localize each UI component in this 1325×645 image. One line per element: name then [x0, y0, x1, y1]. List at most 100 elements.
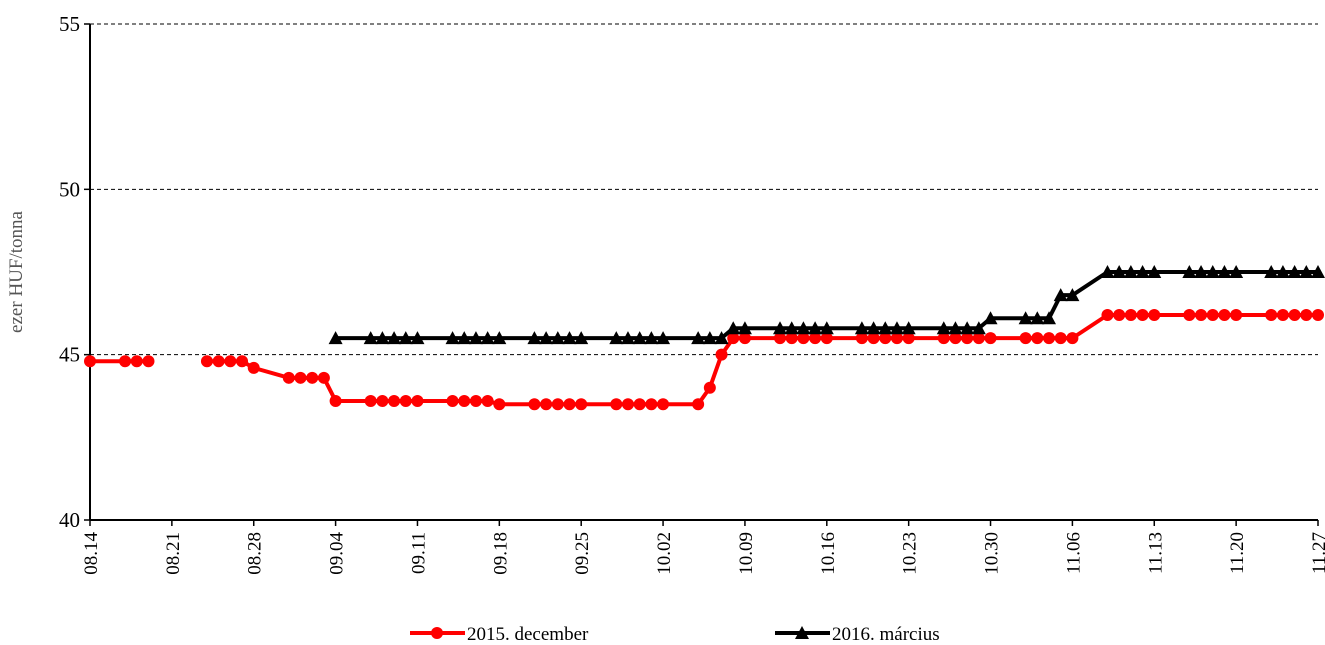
x-tick-label: 09.25: [572, 532, 593, 575]
data-point: [1230, 308, 1243, 321]
data-point: [983, 311, 998, 325]
x-tick-label: 10.23: [900, 532, 921, 575]
data-point: [889, 321, 904, 335]
data-point: [1311, 265, 1325, 278]
data-point: [1205, 265, 1220, 278]
data-point: [1287, 265, 1302, 278]
data-point: [457, 331, 472, 345]
data-point: [971, 321, 986, 335]
data-point: [948, 321, 963, 335]
x-tick-label: 08.28: [245, 532, 266, 575]
data-point: [692, 398, 705, 411]
data-point: [773, 321, 788, 335]
data-point: [375, 331, 390, 345]
data-point: [785, 332, 798, 345]
data-point: [1053, 288, 1068, 302]
data-point: [539, 331, 554, 345]
data-point: [702, 331, 717, 345]
data-point: [1018, 311, 1033, 325]
data-point: [1229, 265, 1244, 278]
data-point: [808, 321, 823, 335]
data-point: [376, 394, 389, 407]
data-point: [540, 398, 553, 411]
legend-label: 2015. december: [467, 624, 589, 645]
data-point: [563, 398, 576, 411]
data-point: [961, 332, 974, 345]
data-point: [737, 321, 752, 335]
data-point: [388, 394, 401, 407]
x-tick-label: 11.27: [1309, 532, 1325, 574]
legend-label: 2016. március: [832, 624, 940, 645]
data-point: [609, 331, 624, 345]
data-point: [431, 627, 443, 639]
data-point: [1124, 308, 1137, 321]
data-point: [902, 332, 915, 345]
data-point: [1275, 265, 1290, 278]
data-point: [1299, 265, 1314, 278]
x-tick-label: 10.02: [654, 532, 675, 575]
x-tick-label: 10.09: [736, 532, 757, 575]
x-tick-label: 08.21: [163, 532, 184, 575]
data-point: [1042, 311, 1057, 325]
data-point: [364, 394, 377, 407]
data-point: [1183, 308, 1196, 321]
data-point: [410, 331, 425, 345]
data-point: [691, 331, 706, 345]
data-point: [130, 355, 143, 368]
data-point: [1030, 311, 1045, 325]
data-point: [632, 331, 647, 345]
data-point: [738, 332, 751, 345]
data-point: [937, 332, 950, 345]
x-tick-label: 10.30: [982, 532, 1003, 575]
x-tick-label: 11.06: [1063, 532, 1084, 574]
data-point: [528, 398, 541, 411]
data-point: [1217, 265, 1232, 278]
data-point: [363, 331, 378, 345]
data-point: [212, 355, 225, 368]
data-point: [644, 331, 659, 345]
data-point: [703, 381, 716, 394]
data-point: [1101, 308, 1114, 321]
data-point: [633, 398, 646, 411]
data-point: [610, 398, 623, 411]
data-point: [492, 331, 507, 345]
data-point: [714, 331, 729, 345]
x-tick-label: 09.11: [408, 532, 429, 574]
data-point: [879, 332, 892, 345]
y-axis-label: ezer HUF/tonna: [6, 211, 27, 333]
data-point: [458, 394, 471, 407]
data-point: [1136, 308, 1149, 321]
data-point: [854, 321, 869, 335]
data-point: [200, 355, 213, 368]
data-point: [1264, 265, 1279, 278]
data-point: [224, 355, 237, 368]
data-point: [1113, 308, 1126, 321]
data-point: [1218, 308, 1231, 321]
series-line: [90, 312, 1318, 407]
data-point: [796, 321, 811, 335]
data-point: [445, 331, 460, 345]
data-point: [480, 331, 495, 345]
data-point: [1148, 308, 1161, 321]
x-tick-label: 10.16: [818, 532, 839, 575]
data-point: [715, 348, 728, 361]
data-point: [1194, 265, 1209, 278]
data-point: [949, 332, 962, 345]
data-point: [657, 398, 670, 411]
data-point: [784, 321, 799, 335]
data-point: [727, 332, 740, 345]
data-point: [1135, 265, 1150, 278]
x-tick-label: 09.04: [327, 532, 348, 575]
data-point: [855, 332, 868, 345]
data-point: [797, 332, 810, 345]
data-point: [890, 332, 903, 345]
x-tick-label: 08.14: [81, 532, 102, 575]
data-point: [469, 394, 482, 407]
y-tick-label: 55: [59, 12, 80, 36]
data-point: [656, 331, 671, 345]
data-point: [1100, 265, 1115, 278]
data-point: [1195, 308, 1208, 321]
data-point: [620, 331, 635, 345]
data-point: [411, 394, 424, 407]
data-point: [119, 355, 132, 368]
